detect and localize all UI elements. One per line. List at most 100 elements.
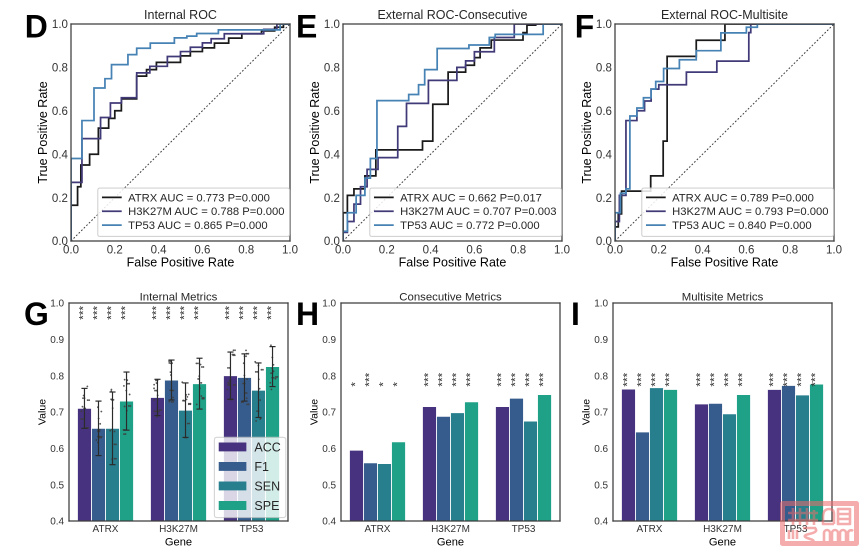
svg-text:TP53 AUC = 0.840 P=0.000: TP53 AUC = 0.840 P=0.000 [672,220,811,232]
svg-text:***: *** [621,372,635,386]
svg-text:0.6: 0.6 [322,444,336,455]
svg-text:1.0: 1.0 [594,299,608,310]
svg-text:False Positive Rate: False Positive Rate [671,255,779,269]
svg-text:I: I [571,296,580,332]
svg-text:0.6: 0.6 [466,245,482,257]
svg-text:TP53: TP53 [240,524,264,535]
svg-text:Gene: Gene [165,536,192,548]
svg-text:***: *** [77,306,91,320]
svg-text:0.4: 0.4 [695,245,712,257]
svg-text:TP53: TP53 [784,524,808,535]
svg-text:0.4: 0.4 [50,517,64,528]
svg-text:H3K27M AUC = 0.707 P=0.003: H3K27M AUC = 0.707 P=0.003 [400,206,556,218]
svg-text:0.4: 0.4 [151,245,168,257]
svg-text:***: *** [192,306,206,320]
svg-text:ATRX AUC = 0.662 P=0.017: ATRX AUC = 0.662 P=0.017 [400,192,542,204]
svg-text:***: *** [436,372,450,386]
svg-text:0.7: 0.7 [594,408,608,419]
svg-text:0.9: 0.9 [322,335,336,346]
svg-text:0.6: 0.6 [594,444,608,455]
svg-text:***: *** [251,306,265,320]
svg-text:***: *** [708,372,722,386]
svg-text:True Positive Rate: True Positive Rate [36,81,50,183]
svg-text:Multisite Metrics: Multisite Metrics [682,292,764,304]
svg-text:1.0: 1.0 [324,19,340,31]
svg-text:0.4: 0.4 [594,517,608,528]
svg-text:0.6: 0.6 [52,106,68,118]
svg-text:0.2: 0.2 [596,193,612,205]
svg-text:***: *** [464,372,478,386]
svg-text:0.0: 0.0 [607,245,623,257]
svg-text:False Positive Rate: False Positive Rate [399,255,507,269]
svg-text:***: *** [795,372,809,386]
svg-text:0.8: 0.8 [782,245,798,257]
svg-text:0.0: 0.0 [63,245,79,257]
svg-text:F1: F1 [254,460,269,474]
svg-text:TP53 AUC = 0.865 P=0.000: TP53 AUC = 0.865 P=0.000 [128,220,267,232]
svg-text:0.2: 0.2 [379,245,395,257]
svg-text:D: D [25,9,48,45]
svg-text:Consecutive Metrics: Consecutive Metrics [399,292,502,304]
svg-text:***: *** [450,372,464,386]
svg-text:***: *** [809,372,823,386]
svg-text:***: *** [422,372,436,386]
svg-text:0.6: 0.6 [50,444,64,455]
svg-text:External ROC-Multisite: External ROC-Multisite [661,8,788,22]
svg-text:0.8: 0.8 [322,371,336,382]
svg-text:***: *** [91,306,105,320]
svg-text:***: *** [237,306,251,320]
svg-text:1.0: 1.0 [50,299,64,310]
svg-text:0.6: 0.6 [194,245,210,257]
svg-text:Value: Value [308,399,320,425]
svg-text:0.4: 0.4 [322,517,336,528]
svg-text:F: F [575,9,595,45]
svg-text:Internal ROC: Internal ROC [144,8,217,22]
svg-text:***: *** [722,372,736,386]
svg-text:0.0: 0.0 [596,236,612,248]
svg-text:*: * [377,382,391,387]
svg-text:***: *** [537,372,551,386]
svg-text:1.0: 1.0 [826,245,842,257]
svg-text:0.2: 0.2 [107,245,123,257]
svg-text:0.8: 0.8 [238,245,254,257]
svg-text:0.8: 0.8 [324,63,340,75]
svg-text:0.4: 0.4 [596,149,613,161]
svg-text:0.0: 0.0 [335,245,351,257]
svg-text:0.2: 0.2 [651,245,667,257]
svg-text:0.4: 0.4 [423,245,440,257]
svg-text:***: *** [663,372,677,386]
svg-text:***: *** [781,372,795,386]
svg-text:H3K27M AUC = 0.788 P=0.000: H3K27M AUC = 0.788 P=0.000 [128,206,284,218]
svg-text:SEN: SEN [254,479,280,493]
svg-text:True Positive Rate: True Positive Rate [308,81,322,183]
svg-text:Value: Value [36,399,48,425]
svg-text:0.7: 0.7 [50,408,64,419]
svg-text:0.5: 0.5 [594,480,608,491]
svg-text:TP53: TP53 [512,524,536,535]
svg-text:0.0: 0.0 [52,236,68,248]
svg-text:1.0: 1.0 [282,245,298,257]
svg-text:0.2: 0.2 [324,193,340,205]
svg-text:*: * [391,382,405,387]
svg-text:***: *** [363,372,377,386]
svg-text:ATRX AUC = 0.789 P=0.000: ATRX AUC = 0.789 P=0.000 [672,192,814,204]
svg-text:0.7: 0.7 [322,408,336,419]
svg-text:***: *** [694,372,708,386]
svg-text:0.8: 0.8 [596,63,612,75]
svg-text:***: *** [523,372,537,386]
svg-text:0.4: 0.4 [324,149,341,161]
svg-text:H3K27M: H3K27M [159,524,198,535]
svg-text:1.0: 1.0 [554,245,570,257]
svg-text:False Positive Rate: False Positive Rate [127,255,235,269]
svg-text:0.4: 0.4 [52,149,69,161]
svg-text:ATRX: ATRX [637,524,663,535]
svg-text:Internal Metrics: Internal Metrics [140,292,218,304]
svg-text:Gene: Gene [437,536,464,548]
svg-text:Gene: Gene [709,536,736,548]
svg-text:***: *** [164,306,178,320]
svg-text:H3K27M: H3K27M [431,524,470,535]
svg-text:Value: Value [580,399,592,425]
svg-text:***: *** [509,372,523,386]
svg-text:***: *** [635,372,649,386]
svg-text:0.0: 0.0 [324,236,340,248]
